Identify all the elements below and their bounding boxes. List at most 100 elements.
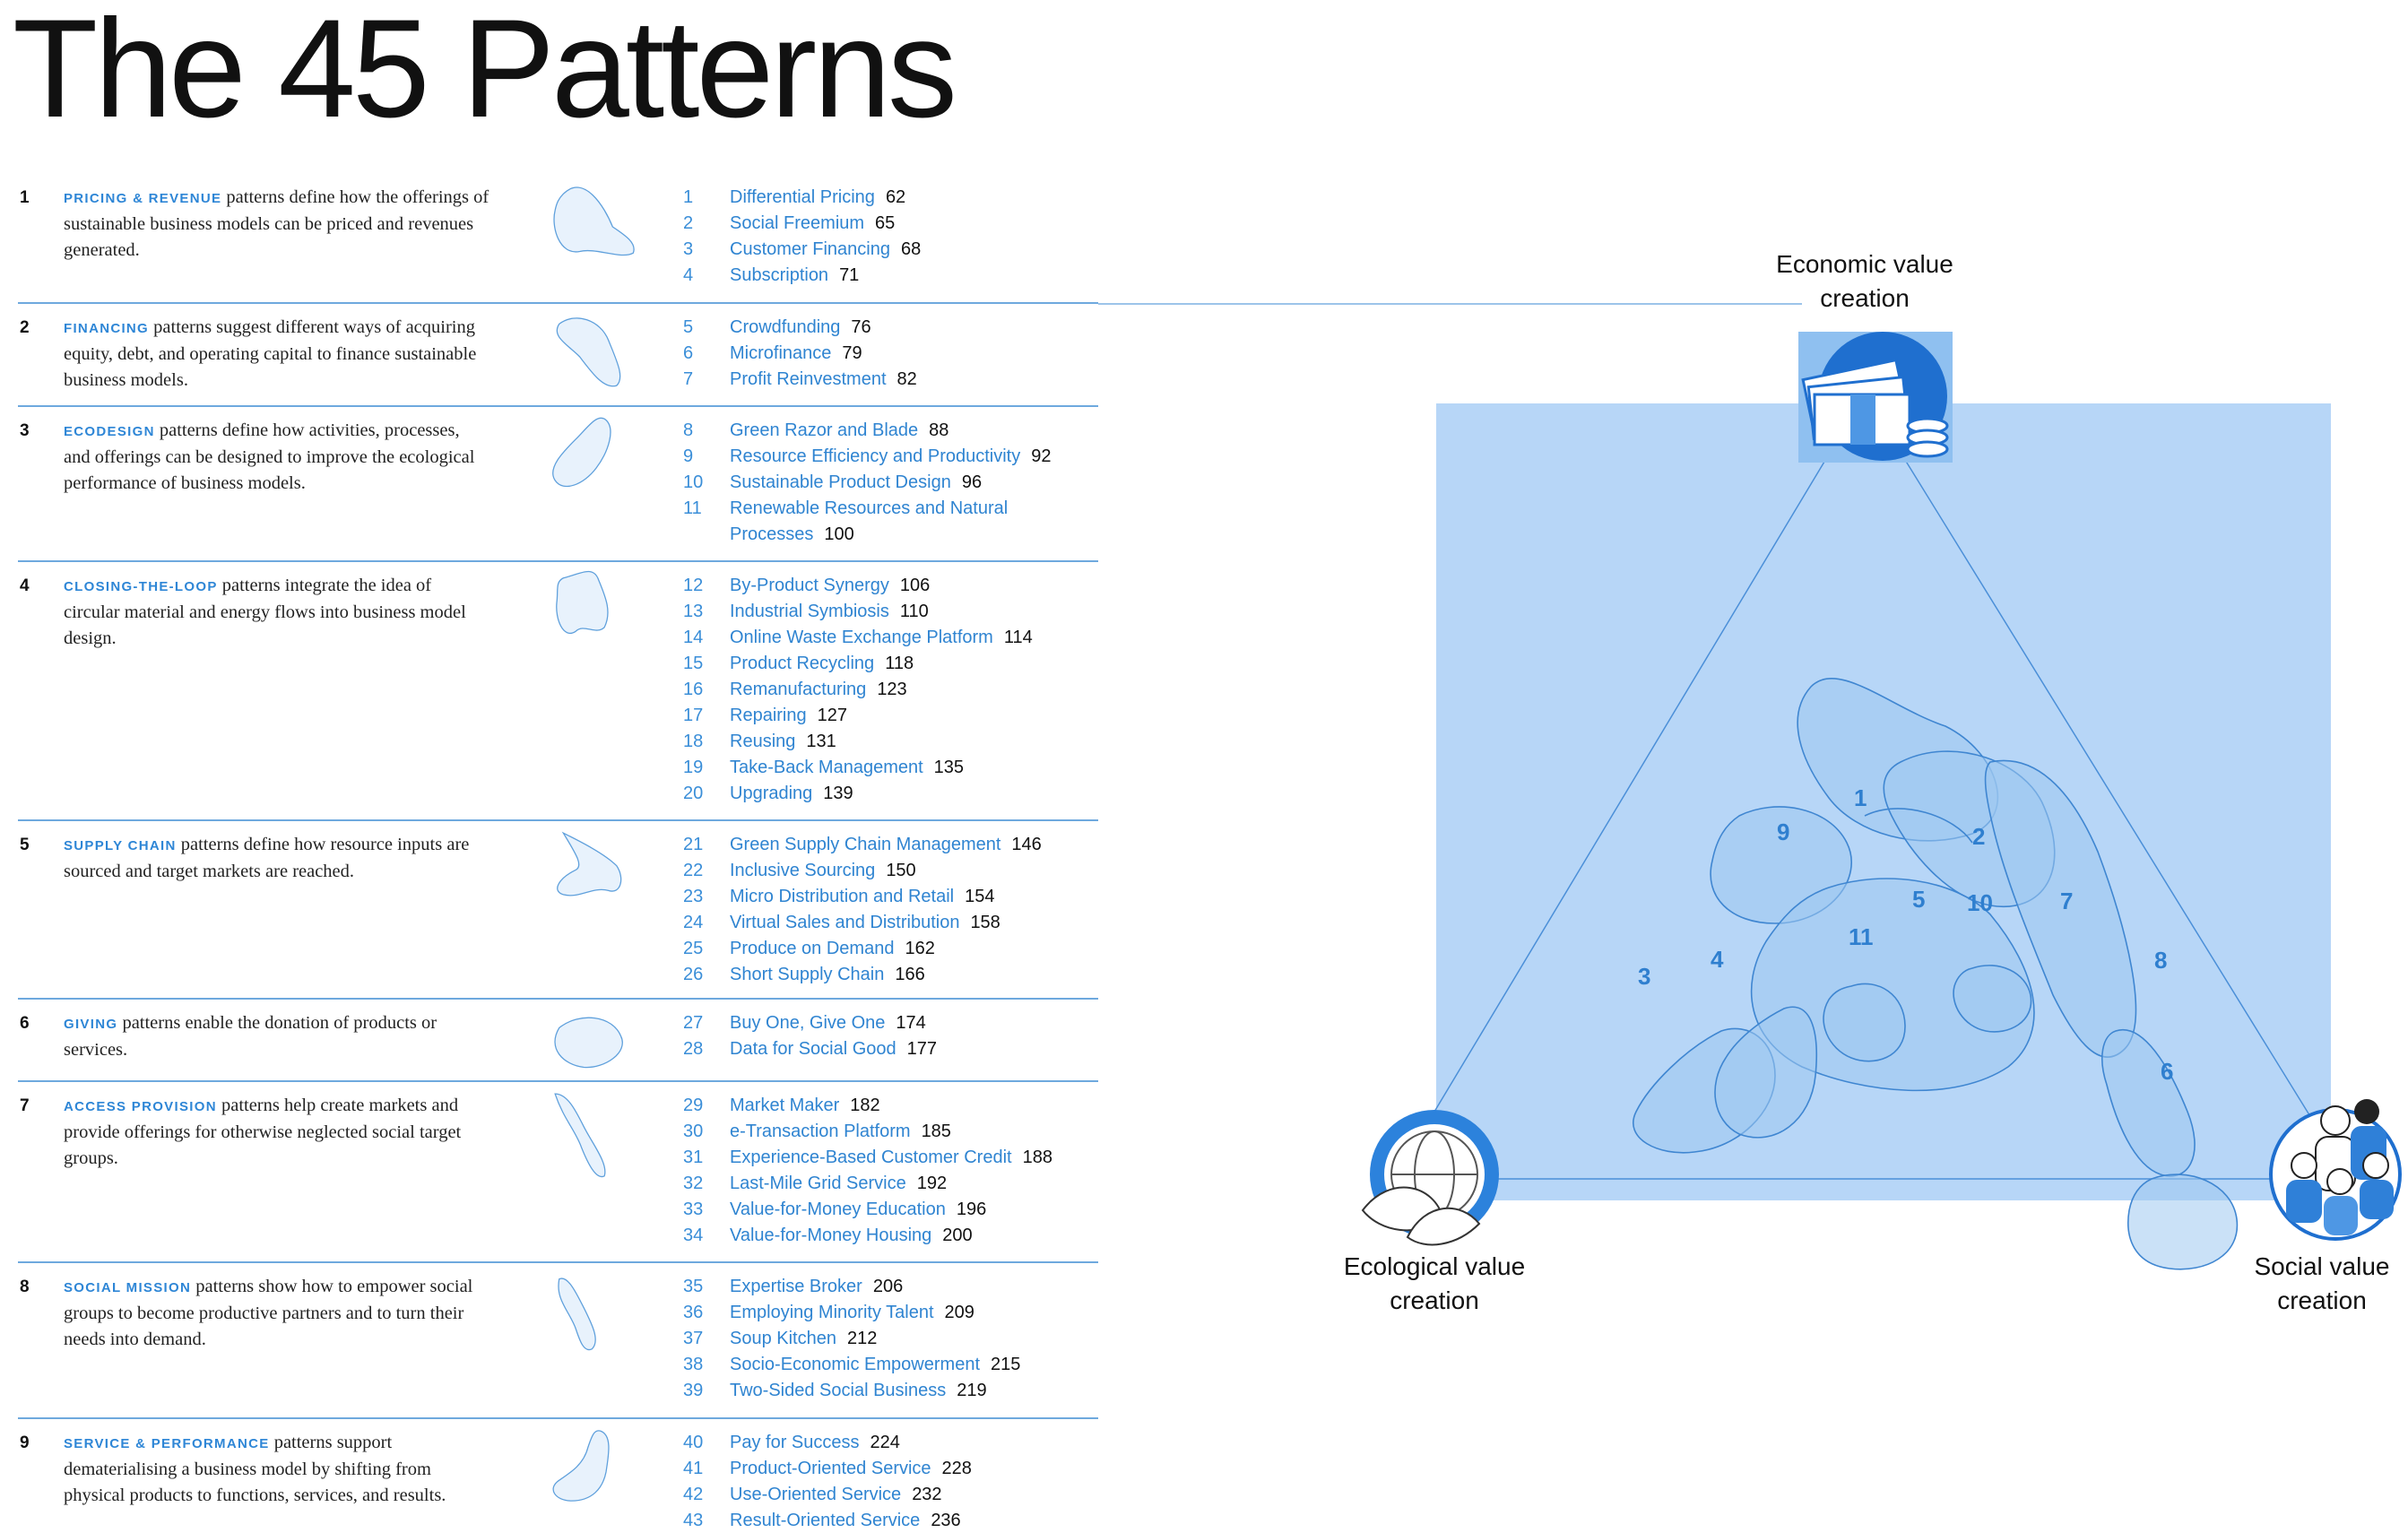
- pattern-name[interactable]: Two-Sided Social Business: [730, 1381, 947, 1400]
- pattern-item[interactable]: 2 Social Freemium 65: [683, 211, 921, 237]
- pattern-item[interactable]: 8 Green Razor and Blade 88: [683, 418, 1051, 444]
- pattern-name[interactable]: Customer Financing: [730, 239, 890, 259]
- pattern-item[interactable]: 24 Virtual Sales and Distribution 158: [683, 910, 1042, 936]
- pattern-name[interactable]: Inclusive Sourcing: [730, 861, 876, 880]
- pattern-name[interactable]: e-Transaction Platform: [730, 1122, 911, 1141]
- pattern-item[interactable]: 42 Use-Oriented Service 232: [683, 1482, 972, 1508]
- pattern-name[interactable]: Expertise Broker: [730, 1277, 862, 1296]
- pattern-name[interactable]: Market Maker: [730, 1096, 840, 1115]
- pattern-name[interactable]: Product Recycling: [730, 654, 875, 673]
- pattern-page: 62: [885, 187, 906, 207]
- category-shape-icon: [556, 317, 621, 387]
- pattern-name[interactable]: Green Razor and Blade: [730, 420, 919, 440]
- pattern-name[interactable]: Micro Distribution and Retail: [730, 887, 955, 906]
- pattern-name[interactable]: Socio-Economic Empowerment: [730, 1355, 980, 1374]
- pattern-item[interactable]: 22 Inclusive Sourcing 150: [683, 858, 1042, 884]
- pattern-name[interactable]: Data for Social Good: [730, 1039, 897, 1059]
- pattern-name[interactable]: By-Product Synergy: [730, 576, 889, 595]
- pattern-name[interactable]: Crowdfunding: [730, 317, 841, 337]
- pattern-item[interactable]: 32 Last-Mile Grid Service 192: [683, 1171, 1052, 1197]
- pattern-item[interactable]: 15 Product Recycling 118: [683, 651, 1033, 677]
- pattern-items: 29 Market Maker 182 30 e-Transaction Platfor…: [683, 1093, 1052, 1249]
- pattern-item[interactable]: 19 Take-Back Management 135: [683, 755, 1033, 781]
- pattern-name[interactable]: Renewable Resources and Natural: [730, 498, 1009, 518]
- pattern-name[interactable]: Soup Kitchen: [730, 1329, 836, 1348]
- pattern-name[interactable]: Buy One, Give One: [730, 1013, 886, 1033]
- pattern-item[interactable]: 40 Pay for Success 224: [683, 1430, 972, 1456]
- section-number: 2: [20, 318, 30, 337]
- pattern-item[interactable]: 26 Short Supply Chain 166: [683, 962, 1042, 988]
- pattern-item[interactable]: 9 Resource Efficiency and Productivity 92: [683, 444, 1051, 470]
- pattern-name[interactable]: Industrial Symbiosis: [730, 602, 889, 621]
- pattern-item[interactable]: 27 Buy One, Give One 174: [683, 1010, 937, 1036]
- pattern-name[interactable]: Microfinance: [730, 343, 832, 363]
- pattern-item[interactable]: 23 Micro Distribution and Retail 154: [683, 884, 1042, 910]
- pattern-name[interactable]: Reusing: [730, 732, 796, 751]
- pattern-item[interactable]: 28 Data for Social Good 177: [683, 1036, 937, 1062]
- pattern-item[interactable]: 41 Product-Oriented Service 228: [683, 1456, 972, 1482]
- pattern-item[interactable]: 6 Microfinance 79: [683, 341, 917, 367]
- pattern-item[interactable]: 33 Value-for-Money Education 196: [683, 1197, 1052, 1223]
- pattern-name[interactable]: Value-for-Money Housing: [730, 1226, 932, 1245]
- pattern-item[interactable]: 16 Remanufacturing 123: [683, 677, 1033, 703]
- pattern-item[interactable]: 34 Value-for-Money Housing 200: [683, 1223, 1052, 1249]
- pattern-item[interactable]: 18 Reusing 131: [683, 729, 1033, 755]
- pattern-name[interactable]: Pay for Success: [730, 1433, 860, 1452]
- pattern-page: 88: [929, 420, 949, 440]
- pattern-name[interactable]: Value-for-Money Education: [730, 1200, 946, 1219]
- pattern-item[interactable]: 25 Produce on Demand 162: [683, 936, 1042, 962]
- pattern-name[interactable]: Profit Reinvestment: [730, 369, 887, 389]
- pattern-item-continued[interactable]: Processes 100: [683, 522, 1051, 548]
- pattern-name[interactable]: Last-Mile Grid Service: [730, 1174, 906, 1193]
- pattern-name[interactable]: Subscription: [730, 265, 829, 285]
- pattern-page: 182: [850, 1096, 880, 1115]
- pattern-item[interactable]: 39 Two-Sided Social Business 219: [683, 1378, 1020, 1404]
- pattern-item[interactable]: 35 Expertise Broker 206: [683, 1274, 1020, 1300]
- pattern-name[interactable]: Upgrading: [730, 784, 813, 803]
- pattern-item[interactable]: 29 Market Maker 182: [683, 1093, 1052, 1119]
- pattern-item[interactable]: 30 e-Transaction Platform 185: [683, 1119, 1052, 1145]
- pattern-item[interactable]: 31 Experience-Based Customer Credit 188: [683, 1145, 1052, 1171]
- pattern-item[interactable]: 14 Online Waste Exchange Platform 114: [683, 625, 1033, 651]
- pattern-item[interactable]: 12 By-Product Synergy 106: [683, 573, 1033, 599]
- pattern-name[interactable]: Virtual Sales and Distribution: [730, 913, 960, 932]
- pattern-page: 96: [961, 472, 983, 492]
- pattern-item[interactable]: 4 Subscription 71: [683, 263, 921, 289]
- pattern-item[interactable]: 5 Crowdfunding 76: [683, 315, 917, 341]
- pattern-name[interactable]: Employing Minority Talent: [730, 1303, 934, 1322]
- pattern-name[interactable]: Online Waste Exchange Platform: [730, 628, 993, 647]
- pattern-name[interactable]: Use-Oriented Service: [730, 1485, 902, 1504]
- pattern-item[interactable]: 3 Customer Financing 68: [683, 237, 921, 263]
- pattern-item[interactable]: 21 Green Supply Chain Management 146: [683, 832, 1042, 858]
- pattern-item[interactable]: 11 Renewable Resources and Natural: [683, 496, 1051, 522]
- pattern-item[interactable]: 1 Differential Pricing 62: [683, 185, 921, 211]
- section-description-text: patterns suggest different ways of acqui…: [64, 317, 477, 390]
- pattern-item[interactable]: 13 Industrial Symbiosis 110: [683, 599, 1033, 625]
- pattern-name[interactable]: Take-Back Management: [730, 758, 923, 777]
- pattern-item[interactable]: 7 Profit Reinvestment 82: [683, 367, 917, 393]
- pattern-item[interactable]: 10 Sustainable Product Design 96: [683, 470, 1051, 496]
- pattern-item[interactable]: 17 Repairing 127: [683, 703, 1033, 729]
- region-number: 3: [1638, 963, 1651, 990]
- pattern-name[interactable]: Experience-Based Customer Credit: [730, 1148, 1012, 1167]
- pattern-name[interactable]: Short Supply Chain: [730, 965, 885, 984]
- pattern-name[interactable]: Sustainable Product Design: [730, 472, 951, 492]
- pattern-name[interactable]: Green Supply Chain Management: [730, 835, 1001, 854]
- pattern-number: 17: [683, 706, 704, 725]
- pattern-name-continued[interactable]: Processes: [730, 524, 814, 544]
- pattern-item[interactable]: 36 Employing Minority Talent 209: [683, 1300, 1020, 1326]
- pattern-name[interactable]: Remanufacturing: [730, 680, 867, 699]
- pattern-name[interactable]: Repairing: [730, 706, 807, 725]
- pattern-name[interactable]: Social Freemium: [730, 213, 865, 233]
- pattern-item[interactable]: 20 Upgrading 139: [683, 781, 1033, 807]
- pattern-section: 8 Social Mission patterns show how to emp…: [18, 1261, 1098, 1419]
- pattern-name[interactable]: Product-Oriented Service: [730, 1459, 931, 1478]
- pattern-name[interactable]: Differential Pricing: [730, 187, 875, 207]
- pattern-name[interactable]: Resource Efficiency and Productivity: [730, 446, 1021, 466]
- pattern-item[interactable]: 38 Socio-Economic Empowerment 215: [683, 1352, 1020, 1378]
- pattern-item[interactable]: 43 Result-Oriented Service 236: [683, 1508, 972, 1533]
- pattern-page: 127: [817, 706, 847, 725]
- pattern-item[interactable]: 37 Soup Kitchen 212: [683, 1326, 1020, 1352]
- pattern-name[interactable]: Produce on Demand: [730, 939, 895, 958]
- pattern-name[interactable]: Result-Oriented Service: [730, 1511, 921, 1530]
